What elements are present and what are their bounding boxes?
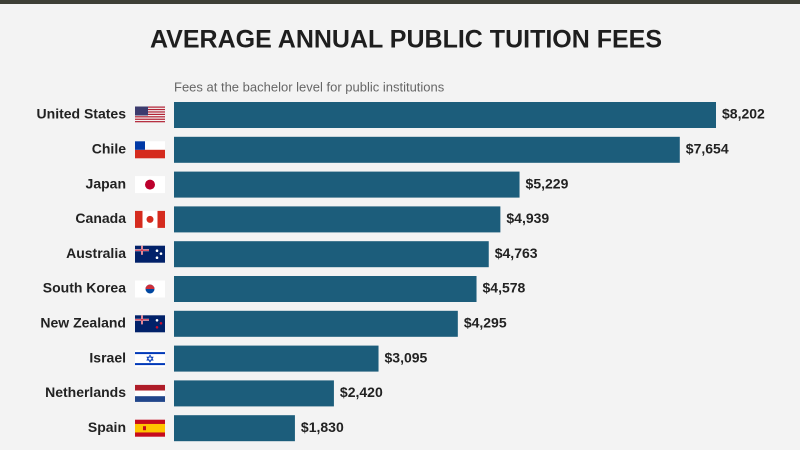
bar — [174, 310, 458, 337]
flag-part — [135, 350, 165, 368]
flag — [135, 315, 165, 333]
flag — [135, 419, 165, 437]
flag-part — [135, 141, 145, 150]
top-strip — [0, 0, 800, 4]
value-label: $7,654 — [686, 141, 729, 157]
flag-part — [143, 426, 146, 431]
flag — [135, 141, 165, 159]
flag — [135, 384, 165, 402]
category-label: United States — [37, 106, 127, 122]
category-label: Japan — [86, 175, 126, 191]
flag-part — [135, 423, 165, 433]
flag-part — [135, 396, 165, 402]
flag — [135, 106, 165, 123]
bar — [174, 206, 501, 233]
flag-part — [135, 141, 165, 150]
flag-part — [135, 149, 165, 159]
value-label: $1,830 — [301, 419, 344, 435]
flag-part — [159, 322, 163, 325]
category-label: Spain — [88, 419, 126, 435]
flag — [135, 280, 165, 298]
value-label: $4,578 — [483, 280, 526, 296]
flag-part — [157, 210, 165, 228]
flag-part — [135, 210, 143, 228]
flag — [135, 210, 165, 228]
category-label: Netherlands — [45, 384, 126, 400]
value-label: $8,202 — [722, 106, 765, 122]
flag-part — [141, 245, 143, 255]
value-label: $2,420 — [340, 384, 383, 400]
flag-part — [146, 354, 154, 363]
flag — [135, 350, 165, 368]
flag-part — [135, 113, 165, 115]
flag — [135, 245, 165, 263]
category-label: Australia — [66, 245, 126, 261]
category-label: Israel — [89, 349, 126, 365]
flag-part — [135, 118, 165, 120]
category-label: Chile — [92, 141, 126, 157]
flag-part — [145, 284, 155, 289]
flag-part — [135, 108, 165, 111]
flag-part — [135, 390, 165, 397]
bar — [174, 136, 680, 163]
chart-title: AVERAGE ANNUAL PUBLIC TUITION FEES — [150, 26, 662, 54]
flag-part — [135, 116, 165, 118]
category-label: New Zealand — [40, 315, 126, 331]
flag-part — [155, 319, 159, 322]
value-label: $4,939 — [506, 210, 549, 226]
flag-part — [155, 256, 159, 260]
bar — [174, 380, 334, 407]
bar — [174, 171, 520, 198]
value-label: $4,295 — [464, 315, 507, 331]
flag-part — [135, 352, 165, 355]
flag-part — [135, 106, 165, 108]
flag-part — [135, 111, 165, 113]
flag-part — [155, 249, 159, 252]
flag-part — [155, 326, 159, 329]
value-label: $3,095 — [385, 349, 428, 365]
value-label: $4,763 — [495, 245, 538, 261]
flag-part — [135, 363, 165, 366]
flag-part — [135, 121, 165, 123]
bar — [174, 276, 477, 302]
flag-part — [135, 384, 165, 391]
bar — [174, 415, 295, 442]
flag-part — [145, 179, 155, 190]
flag-part — [146, 215, 154, 223]
value-label: $5,229 — [526, 175, 569, 191]
flag — [135, 176, 165, 194]
flag-part — [135, 106, 148, 116]
bar — [174, 345, 379, 372]
bar — [174, 241, 489, 268]
chart-subtitle: Fees at the bachelor level for public in… — [174, 79, 445, 94]
flag-part — [159, 252, 163, 255]
category-label: South Korea — [43, 280, 126, 296]
flag-part — [141, 315, 143, 325]
bar — [174, 102, 716, 128]
category-label: Canada — [75, 210, 126, 226]
